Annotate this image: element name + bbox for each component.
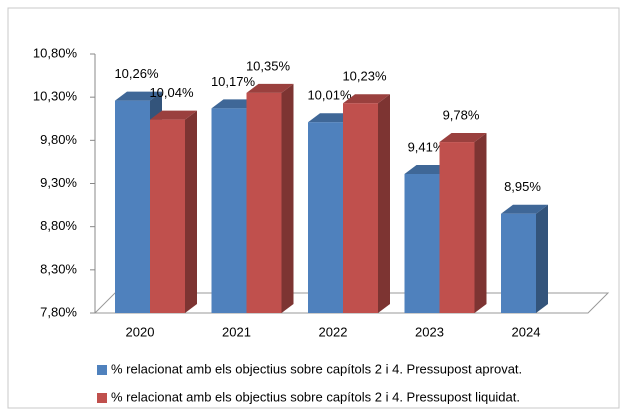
value-label: 10,01% [307,88,352,103]
x-tick-label: 2021 [222,324,251,339]
y-tick-label: 7,80% [40,304,77,319]
x-tick-label: 2023 [415,324,444,339]
y-tick-label: 9,30% [40,175,77,190]
bar-side [281,83,294,313]
y-tick-label: 10,30% [33,89,78,104]
value-label: 10,23% [342,69,387,84]
bar [404,174,440,313]
bar-side [536,204,548,313]
y-tick-label: 9,80% [40,132,77,147]
bar [501,213,536,313]
value-label: 9,78% [443,107,480,122]
y-tick-label: 8,80% [40,218,77,233]
x-tick-label: 2024 [512,324,541,339]
bar-top [150,110,197,120]
y-tick-label: 8,30% [40,261,77,276]
value-label: 10,17% [211,74,256,89]
value-label: 10,35% [246,58,291,73]
bar-top [439,133,487,143]
x-tick-label: 2022 [319,324,348,339]
bar [439,142,475,313]
bar [115,100,150,314]
bar-side [185,110,197,313]
bar [211,108,247,313]
bar-top [501,204,548,214]
value-label: 10,26% [114,66,159,81]
y-tick-label: 10,80% [33,45,78,60]
value-label: 8,95% [504,179,541,194]
value-label: 9,41% [408,139,445,154]
legend-label: % relacionat amb els objectius sobre cap… [111,389,520,404]
bar-top [115,91,162,101]
bar [246,92,282,313]
bar-side [378,94,390,314]
bar [150,119,185,313]
x-tick-label: 2020 [126,324,155,339]
bar-side [474,133,487,313]
legend-swatch [97,393,107,403]
legend-label: % relacionat amb els objectius sobre cap… [111,361,522,376]
bar [343,103,378,314]
bar [308,122,343,313]
bar-top [343,94,390,104]
bar-top [246,83,294,93]
legend-swatch [97,365,107,375]
value-label: 10,04% [149,85,194,100]
